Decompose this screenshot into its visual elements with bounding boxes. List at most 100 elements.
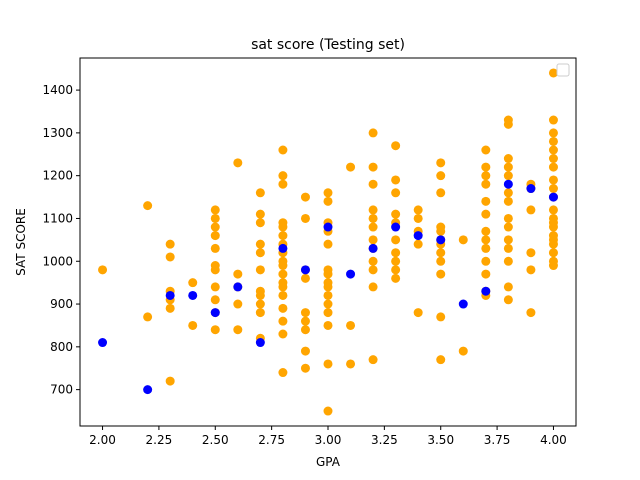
series-1-point [300, 265, 310, 275]
series-0-point [481, 243, 491, 253]
series-0-point [526, 205, 536, 215]
series-0-point [481, 171, 491, 181]
x-tick-label: 2.75 [258, 433, 285, 447]
series-0-point [323, 188, 333, 198]
series-1-point [278, 243, 288, 253]
series-0-point [503, 196, 513, 206]
x-tick-label: 3.25 [371, 433, 398, 447]
x-tick-label: 4.00 [540, 433, 567, 447]
series-0-point [481, 235, 491, 245]
series-0-point [436, 312, 446, 322]
series-0-point [548, 68, 558, 78]
series-0-point [346, 359, 356, 369]
series-0-point [436, 188, 446, 198]
series-0-point [436, 256, 446, 266]
series-0-point [210, 282, 220, 292]
series-0-point [526, 265, 536, 275]
x-tick-label: 2.00 [89, 433, 116, 447]
chart-title: sat score (Testing set) [251, 37, 405, 53]
series-0-point [278, 303, 288, 313]
series-0-point [300, 273, 310, 283]
series-0-point [255, 239, 265, 249]
series-0-point [300, 316, 310, 326]
series-0-point [278, 282, 288, 292]
y-tick-label: 1200 [42, 169, 73, 183]
points-layer [98, 68, 558, 416]
series-0-point [300, 192, 310, 202]
y-axis: 700 800 900 1000 1100 1200 1300 1400 [42, 83, 80, 397]
series-0-point [278, 222, 288, 232]
series-0-point [368, 205, 378, 215]
series-0-point [210, 222, 220, 232]
series-0-point [165, 239, 175, 249]
series-0-point [278, 171, 288, 181]
x-tick-label: 2.50 [202, 433, 229, 447]
series-0-point [548, 136, 558, 146]
series-0-point [548, 175, 558, 185]
series-0-point [300, 213, 310, 223]
series-0-point [503, 235, 513, 245]
series-0-point [503, 213, 513, 223]
series-0-point [436, 269, 446, 279]
series-0-point [481, 209, 491, 219]
series-0-point [255, 265, 265, 275]
series-0-point [255, 218, 265, 228]
series-1-point [458, 299, 468, 309]
x-axis-label: GPA [316, 455, 341, 469]
series-1-point [210, 308, 220, 318]
y-tick-label: 1000 [42, 254, 73, 268]
series-0-point [436, 248, 446, 258]
series-0-point [391, 256, 401, 266]
y-tick-label: 700 [50, 383, 73, 397]
series-0-point [391, 188, 401, 198]
series-0-point [526, 248, 536, 258]
series-0-point [323, 320, 333, 330]
series-0-point [368, 162, 378, 172]
series-0-point [98, 265, 108, 275]
series-0-point [255, 188, 265, 198]
series-0-point [210, 295, 220, 305]
series-0-point [458, 346, 468, 356]
series-0-point [526, 308, 536, 318]
series-0-point [503, 119, 513, 129]
series-0-point [278, 231, 288, 241]
series-0-point [323, 282, 333, 292]
series-0-point [323, 239, 333, 249]
series-0-point [503, 154, 513, 164]
series-0-point [368, 222, 378, 232]
y-axis-label: SAT SCORE [14, 208, 28, 276]
series-0-point [210, 205, 220, 215]
series-0-point [503, 162, 513, 172]
series-0-point [391, 248, 401, 258]
series-0-point [481, 179, 491, 189]
series-0-point [255, 209, 265, 219]
series-0-point [391, 209, 401, 219]
series-0-point [255, 248, 265, 258]
series-0-point [323, 299, 333, 309]
series-0-point [503, 171, 513, 181]
series-0-point [548, 162, 558, 172]
series-0-point [233, 325, 243, 335]
series-0-point [323, 269, 333, 279]
series-0-point [481, 256, 491, 266]
y-tick-label: 1100 [42, 211, 73, 225]
series-0-point [548, 128, 558, 138]
series-0-point [210, 265, 220, 275]
series-0-point [346, 320, 356, 330]
series-0-point [368, 179, 378, 189]
series-0-point [278, 316, 288, 326]
series-0-point [481, 196, 491, 206]
series-0-point [548, 261, 558, 271]
series-1-point [436, 235, 446, 245]
series-0-point [323, 196, 333, 206]
series-0-point [548, 222, 558, 232]
series-0-point [210, 325, 220, 335]
series-0-point [368, 235, 378, 245]
series-0-point [548, 239, 558, 249]
series-0-point [188, 278, 198, 288]
series-0-point [278, 261, 288, 271]
series-0-point [278, 329, 288, 339]
series-0-point [300, 308, 310, 318]
series-0-point [391, 141, 401, 151]
